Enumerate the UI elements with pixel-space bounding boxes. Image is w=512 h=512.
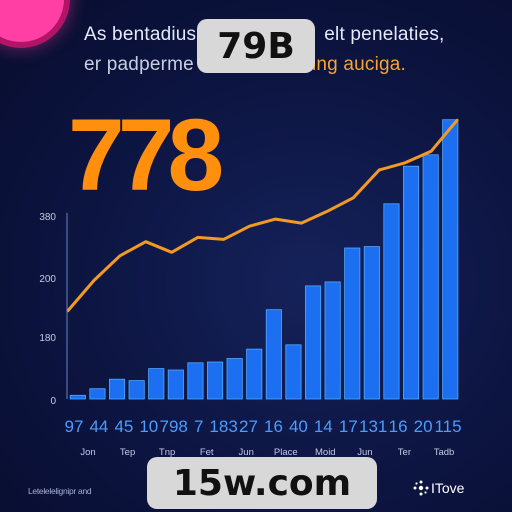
bar [265, 309, 282, 400]
bar [344, 247, 361, 400]
bar [148, 368, 165, 400]
value-label: 183 [209, 417, 237, 436]
bar [89, 388, 106, 400]
month-label: Jun [357, 447, 372, 458]
month-label: Moid [315, 447, 336, 458]
network-dots-icon [413, 480, 429, 496]
month-label: Tnp [159, 447, 175, 458]
bar [226, 358, 243, 400]
value-label: 97 [65, 417, 84, 436]
bar [285, 344, 302, 400]
big-number: 778 [68, 98, 224, 212]
value-label: 14 [314, 417, 333, 436]
trend-line [66, 118, 459, 313]
y-tick-label: 0 [50, 396, 56, 407]
bar [187, 362, 204, 400]
bar [402, 165, 420, 400]
month-label: Place [274, 447, 298, 458]
month-label: Tep [120, 447, 135, 458]
headline-line-2: er padperme [84, 54, 194, 75]
value-label: 16 [389, 417, 408, 436]
bar [206, 361, 224, 400]
value-label: 798 [160, 417, 188, 436]
bar [363, 246, 380, 400]
value-label: 44 [89, 417, 108, 436]
value-label: 45 [114, 417, 133, 436]
brand-name: ITove [431, 480, 465, 496]
bar [109, 378, 126, 400]
value-label: 40 [289, 417, 308, 436]
month-label: Ter [398, 447, 411, 458]
chart-headline: As bentadius elt penelaties, er padperme i… [84, 20, 464, 80]
brand-logo: ITove [413, 480, 464, 496]
watermark-stamp-bottom: 15w.com [147, 457, 377, 509]
bar [167, 369, 184, 400]
value-label: 7 [194, 417, 203, 436]
value-label: 17 [339, 417, 358, 436]
value-label: 27 [239, 417, 258, 436]
bar [246, 348, 263, 400]
y-tick-label: 380 [39, 212, 56, 223]
value-label: 16 [264, 417, 283, 436]
headline-line-2-tail: ing auciga. [311, 54, 407, 75]
bar [383, 203, 400, 400]
y-tick-label: 180 [39, 333, 56, 344]
y-tick-label: 200 [39, 274, 56, 285]
month-label: Fet [200, 447, 214, 458]
bar [442, 119, 459, 400]
headline-line-1: As bentadius [84, 24, 197, 45]
value-label: 115 [434, 417, 461, 436]
month-label: Jun [239, 447, 254, 458]
watermark-stamp-top: 79B [197, 19, 315, 73]
bar [69, 394, 86, 400]
month-label: Jon [80, 447, 95, 458]
footer-caption: Letelelelignipr and [28, 486, 92, 496]
value-label: 131 [359, 417, 387, 436]
bar [324, 281, 341, 400]
bar [304, 285, 322, 400]
value-label: 10 [139, 417, 158, 436]
bar [128, 380, 145, 400]
month-label: Tadb [434, 447, 455, 458]
bar [422, 154, 439, 400]
value-label: 20 [414, 417, 433, 436]
headline-line-1-tail: elt penelaties, [324, 24, 445, 45]
